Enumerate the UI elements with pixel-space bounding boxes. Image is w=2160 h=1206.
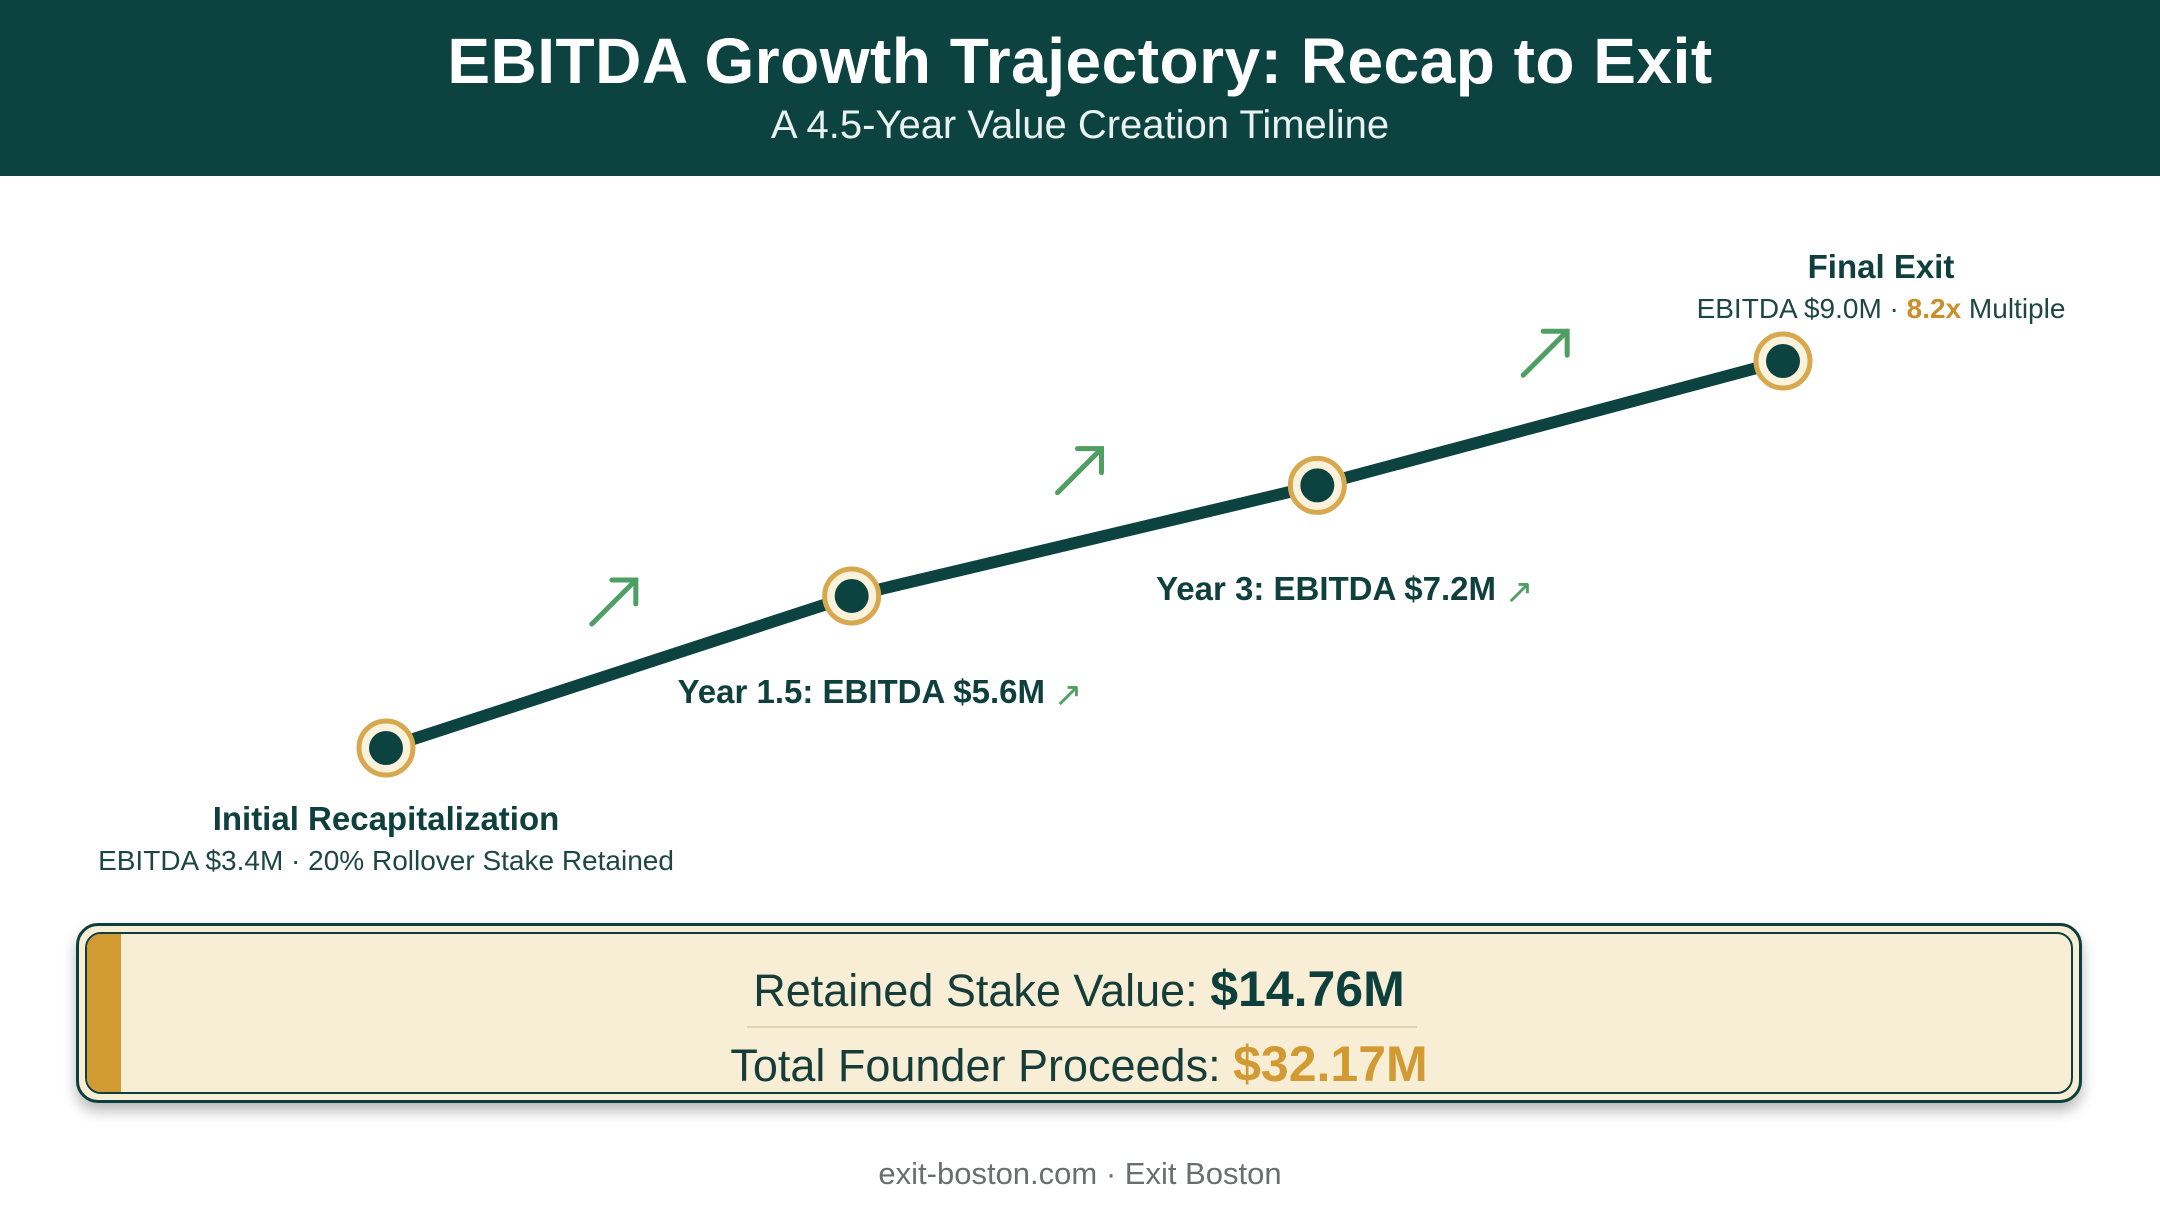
- milestone-0-detail: EBITDA $3.4M · 20% Rollover Stake Retain…: [98, 845, 674, 876]
- founder-proceeds-value: $32.17M: [1233, 1036, 1428, 1092]
- founder-proceeds-row: Total Founder Proceeds: $32.17M: [87, 1035, 2071, 1092]
- milestone-1-arrow-icon: ↗: [1054, 676, 1083, 714]
- series-line-ebitda: [380, 355, 1789, 754]
- data-point-1: [822, 566, 882, 626]
- milestone-3-detail: EBITDA $9.0M · 8.2x Multiple: [1697, 293, 2066, 324]
- page-subtitle: A 4.5-Year Value Creation Timeline: [770, 103, 1390, 147]
- milestone-3-title: Final Exit: [1808, 248, 1955, 285]
- header-banner: EBITDA Growth Trajectory: Recap to Exit …: [0, 0, 2160, 176]
- milestone-1-title: Year 1.5: EBITDA $5.6M: [678, 673, 1045, 710]
- retained-stake-label: Retained Stake Value:: [753, 965, 1211, 1016]
- growth-arrows: [589, 328, 1570, 627]
- founder-proceeds-label: Total Founder Proceeds:: [730, 1040, 1234, 1091]
- retained-stake-value: $14.76M: [1210, 961, 1405, 1017]
- growth-arrow-icon: [1520, 328, 1570, 378]
- summary-accent-bar: [87, 934, 121, 1092]
- growth-arrow-icon: [589, 577, 639, 627]
- exit-multiple-highlight: 8.2x: [1907, 293, 1962, 324]
- summary-panel: Retained Stake Value: $14.76M Total Foun…: [76, 923, 2082, 1103]
- milestone-2-arrow-icon: ↗: [1505, 573, 1534, 611]
- milestone-3-detail-suffix: Multiple: [1961, 293, 2065, 324]
- data-point-2: [1287, 455, 1347, 515]
- milestone-0-title: Initial Recapitalization: [213, 800, 560, 837]
- data-point-3: [1753, 331, 1813, 391]
- data-points: [356, 331, 1813, 778]
- data-point-0: [356, 718, 416, 778]
- growth-arrow-icon: [1055, 446, 1104, 496]
- milestone-2-title: Year 3: EBITDA $7.2M: [1156, 570, 1496, 607]
- summary-divider: [747, 1026, 1417, 1028]
- summary-panel-inner: Retained Stake Value: $14.76M Total Foun…: [85, 932, 2073, 1094]
- retained-stake-row: Retained Stake Value: $14.76M: [87, 960, 2071, 1018]
- milestone-3-detail-prefix: EBITDA $9.0M ·: [1697, 293, 1907, 324]
- page-title: EBITDA Growth Trajectory: Recap to Exit: [447, 25, 1713, 97]
- footer-source: exit-boston.com · Exit Boston: [878, 1156, 1282, 1191]
